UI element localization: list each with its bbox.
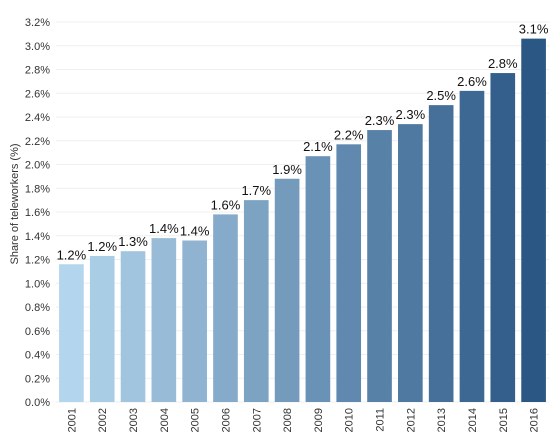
bar-2013	[428, 105, 454, 402]
y-tick-label: 0.4%	[25, 350, 50, 362]
bar-2001	[59, 264, 84, 402]
y-axis-title: Share of teleworkers (%)	[9, 143, 21, 264]
data-label-2011: 2.3%	[365, 113, 395, 128]
data-label-2012: 2.3%	[396, 107, 426, 122]
x-axis-ticks: 2001 2002 2003 2004 2005 2006 2007 2008 2009 2010…	[66, 408, 540, 432]
bar-2010	[336, 144, 362, 402]
y-axis-ticks: 0.0% 0.2% 0.4% 0.6% 0.8% 1.0% 1.2% 1.4% 1.6% 1.8%…	[25, 17, 50, 409]
x-tick-label-2005: 2005	[190, 408, 202, 432]
y-tick-label: 1.8%	[25, 183, 50, 195]
x-tick-label-2004: 2004	[159, 408, 171, 432]
bar-2015	[490, 73, 516, 402]
x-tick-label-2008: 2008	[282, 408, 294, 432]
y-tick-label: 2.4%	[25, 112, 50, 124]
bar-2016	[521, 38, 546, 402]
data-label-2015: 2.8%	[488, 56, 518, 71]
x-tick-label-2013: 2013	[436, 408, 448, 432]
data-label-2005: 1.4%	[180, 224, 210, 239]
y-tick-label: 2.0%	[25, 160, 50, 172]
x-tick-label-2007: 2007	[251, 408, 263, 432]
bars	[59, 38, 546, 402]
x-tick-label-2011: 2011	[375, 408, 387, 432]
x-tick-label-2012: 2012	[405, 408, 417, 432]
bar-2004	[151, 238, 177, 402]
x-tick-label-2009: 2009	[313, 408, 325, 432]
data-label-2006: 1.6%	[211, 197, 241, 212]
data-label-2014: 2.6%	[457, 74, 487, 89]
bar-2009	[305, 156, 331, 402]
bar-2008	[274, 178, 300, 402]
bar-2011	[367, 130, 392, 402]
y-tick-label: 1.6%	[25, 207, 50, 219]
y-tick-label: 0.6%	[25, 326, 50, 338]
x-tick-label-2003: 2003	[128, 408, 140, 432]
bar-2014	[459, 90, 485, 402]
data-label-2001: 1.2%	[57, 247, 87, 262]
x-tick-label-2015: 2015	[498, 408, 510, 432]
data-label-2008: 1.9%	[272, 162, 302, 177]
y-tick-label: 1.2%	[25, 255, 50, 267]
y-tick-label: 2.2%	[25, 136, 50, 148]
x-tick-label-2001: 2001	[66, 408, 78, 432]
y-tick-label: 0.0%	[25, 397, 50, 409]
y-tick-label: 2.6%	[25, 88, 50, 100]
data-label-2003: 1.3%	[118, 234, 148, 249]
y-tick-label: 1.0%	[25, 278, 50, 290]
data-label-2010: 2.2%	[334, 127, 364, 142]
data-label-2002: 1.2%	[87, 239, 117, 254]
y-tick-label: 3.0%	[25, 41, 50, 53]
bar-2006	[213, 214, 238, 402]
x-tick-label-2006: 2006	[220, 408, 232, 432]
x-tick-label-2002: 2002	[97, 408, 109, 432]
bar-2003	[120, 251, 146, 402]
bar-2012	[398, 124, 423, 402]
data-labels: 1.2%1.2% 1.3%1.4% 1.4%1.6%1.7%1.9%2.1%2.2%…	[57, 22, 549, 263]
y-tick-label: 3.2%	[25, 17, 50, 29]
data-label-2016: 3.1%	[519, 22, 549, 37]
y-tick-label: 1.4%	[25, 231, 50, 243]
x-tick-label-2010: 2010	[344, 408, 356, 432]
data-label-2013: 2.5%	[426, 88, 456, 103]
bar-2007	[243, 200, 269, 402]
data-label-2007: 1.7%	[241, 183, 271, 198]
x-tick-label-2014: 2014	[467, 408, 479, 432]
y-tick-label: 2.8%	[25, 65, 50, 77]
x-tick-label-2016: 2016	[529, 408, 541, 432]
bar-2005	[182, 240, 207, 402]
y-tick-label: 0.2%	[25, 373, 50, 385]
data-label-2009: 2.1%	[303, 139, 333, 154]
y-tick-label: 0.8%	[25, 302, 50, 314]
data-label-2004: 1.4%	[149, 221, 179, 236]
bar-2002	[89, 255, 115, 402]
